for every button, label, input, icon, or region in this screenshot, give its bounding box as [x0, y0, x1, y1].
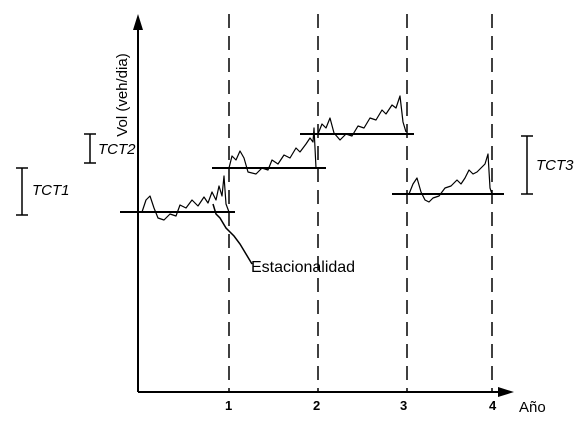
x-tick-label-1: 1: [225, 398, 232, 413]
seasonality-leader-line: [212, 203, 253, 265]
x-axis-label: Año: [519, 399, 546, 416]
volume-trace-year-2: [228, 127, 317, 175]
x-tick-label-3: 3: [400, 398, 407, 413]
year-dividers: [228, 14, 493, 392]
x-tick-label-4: 4: [489, 398, 497, 413]
volume-trace-year-1: [141, 175, 230, 221]
volume-trace-year-3: [317, 95, 407, 141]
tct3-bracket: [521, 135, 533, 195]
x-axis-arrowhead: [498, 387, 514, 397]
seasonality-annotation: Estacionalidad: [251, 259, 355, 276]
volume-trace-year-4: [408, 153, 493, 203]
tct2-label: TCT2: [98, 141, 136, 158]
x-tick-label-2: 2: [313, 398, 320, 413]
tct3-label: TCT3: [536, 157, 574, 174]
y-axis-label: Vol (veh/dia): [114, 53, 131, 136]
y-axis-arrowhead: [133, 14, 143, 30]
tct1-label: TCT1: [32, 182, 70, 199]
tct2-bracket: [84, 133, 96, 164]
seasonal-traces: [141, 95, 493, 221]
average-levels: [120, 133, 504, 213]
tct1-bracket: [16, 167, 28, 216]
axes: [137, 28, 510, 393]
